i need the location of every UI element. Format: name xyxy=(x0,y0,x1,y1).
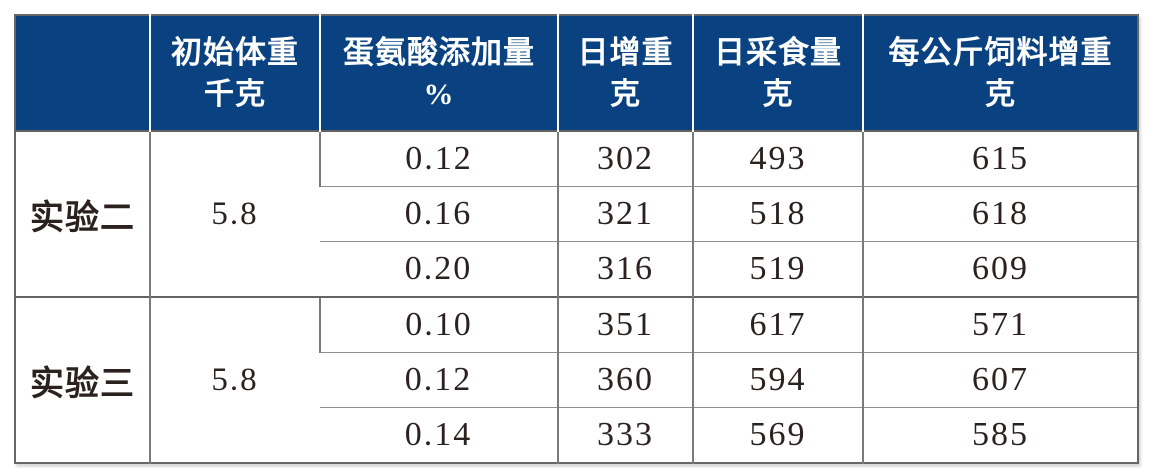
group-label-experiment-2: 实验二 xyxy=(15,130,150,297)
column-unit: 克 xyxy=(762,77,794,111)
column-unit: 克 xyxy=(985,77,1016,111)
table-row: 0.16 321 518 618 xyxy=(15,186,1138,242)
methionine-value: 0.14 xyxy=(320,407,558,463)
gain-per-kg-feed-value: 609 xyxy=(862,241,1138,297)
table-row: 0.12 360 594 607 xyxy=(15,352,1138,408)
column-header-daily-intake: 日采食量 克 xyxy=(692,15,863,131)
column-header-stack: 日采食量 克 xyxy=(694,16,862,130)
column-header-stack: 蛋氨酸添加量 % xyxy=(321,16,557,130)
gain-per-kg-feed-value: 607 xyxy=(862,352,1138,408)
daily-gain-value: 333 xyxy=(557,407,693,463)
column-unit: % xyxy=(423,77,455,111)
gain-per-kg-feed-value: 618 xyxy=(862,186,1138,242)
daily-gain-value: 316 xyxy=(557,241,693,297)
table-body: 实验二 5.8 0.12 302 493 615 0.16 321 518 61… xyxy=(15,130,1138,463)
methionine-value: 0.16 xyxy=(320,186,558,242)
group-label-experiment-3: 实验三 xyxy=(15,296,150,463)
column-title: 日增重 xyxy=(577,34,674,70)
column-title: 日采食量 xyxy=(714,34,842,70)
column-title: 每公斤饲料增重 xyxy=(888,34,1113,70)
initial-weight-value: 5.8 xyxy=(149,130,320,297)
column-title: 蛋氨酸添加量 xyxy=(343,34,535,70)
table-header: 初始体重 千克 蛋氨酸添加量 % 日增重 克 xyxy=(15,15,1138,131)
gain-per-kg-feed-value: 615 xyxy=(862,130,1138,187)
daily-intake-value: 519 xyxy=(692,241,863,297)
column-header-stack: 日增重 克 xyxy=(559,16,692,130)
daily-intake-value: 594 xyxy=(692,352,863,408)
daily-gain-value: 360 xyxy=(557,352,693,408)
column-unit: 克 xyxy=(610,77,641,111)
column-header-stack: 每公斤饲料增重 克 xyxy=(864,16,1137,130)
column-header-methionine: 蛋氨酸添加量 % xyxy=(319,15,558,131)
initial-weight-value: 5.8 xyxy=(149,296,320,463)
column-unit: 千克 xyxy=(204,77,266,111)
column-header-daily-gain: 日增重 克 xyxy=(557,15,693,131)
column-header-gain-per-kg-feed: 每公斤饲料增重 克 xyxy=(862,15,1138,131)
column-title: 初始体重 xyxy=(171,34,299,70)
header-row: 初始体重 千克 蛋氨酸添加量 % 日增重 克 xyxy=(15,15,1138,131)
column-header-initial-weight: 初始体重 千克 xyxy=(149,15,320,131)
table-row: 实验三 5.8 0.10 351 617 571 xyxy=(15,296,1138,463)
gain-per-kg-feed-value: 571 xyxy=(862,296,1138,353)
methionine-value: 0.10 xyxy=(319,296,558,353)
methionine-value: 0.20 xyxy=(320,241,558,297)
experiment-results-table: 初始体重 千克 蛋氨酸添加量 % 日增重 克 xyxy=(14,14,1139,464)
table-row: 0.14 333 569 585 xyxy=(15,407,1138,463)
daily-gain-value: 351 xyxy=(557,296,693,353)
column-header-stack: 初始体重 千克 xyxy=(151,16,319,130)
methionine-value: 0.12 xyxy=(319,130,558,187)
methionine-value: 0.12 xyxy=(320,352,558,408)
table-row: 0.20 316 519 609 xyxy=(15,241,1138,297)
daily-gain-value: 302 xyxy=(557,130,693,187)
daily-intake-value: 493 xyxy=(692,130,863,187)
daily-intake-value: 569 xyxy=(692,407,863,463)
daily-intake-value: 617 xyxy=(692,296,863,353)
daily-intake-value: 518 xyxy=(692,186,863,242)
gain-per-kg-feed-value: 585 xyxy=(862,407,1138,463)
daily-gain-value: 321 xyxy=(557,186,693,242)
header-corner-cell xyxy=(15,15,150,131)
table-row: 实验二 5.8 0.12 302 493 615 xyxy=(15,130,1138,297)
